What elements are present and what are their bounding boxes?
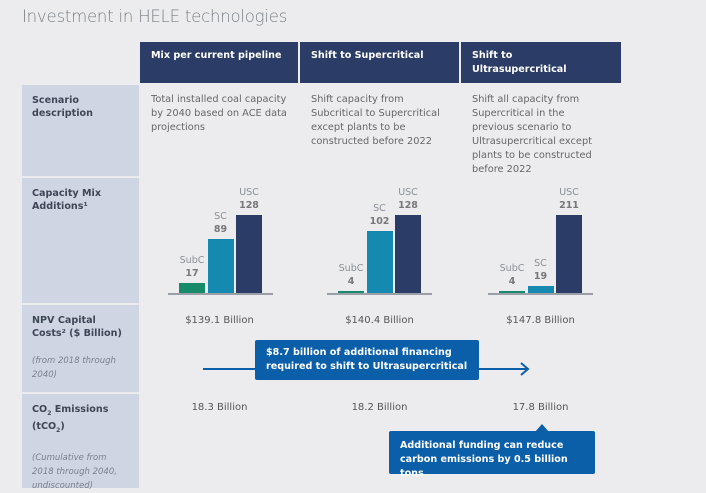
emissions-callout: Additional funding can reduce carbon emi… xyxy=(389,431,595,479)
column-header-supercritical: Shift to Supercritical xyxy=(300,42,459,83)
bar-category: SubC xyxy=(179,254,205,266)
bar-sc xyxy=(366,230,393,293)
arrow-head-icon xyxy=(520,362,530,376)
bar-subc xyxy=(499,291,525,293)
bar-value: 128 xyxy=(239,200,259,211)
bar-value: 89 xyxy=(213,223,228,235)
column-header-current: Mix per current pipeline xyxy=(140,42,298,83)
bar-label: SubC 4 xyxy=(494,262,530,288)
chart-axis xyxy=(168,293,273,295)
bar-value: 211 xyxy=(559,200,579,211)
scenario-desc-supercritical: Shift capacity from Subcritical to Super… xyxy=(311,94,440,147)
bar-category: USC xyxy=(398,187,418,198)
bar-label: SubC 17 xyxy=(174,254,210,280)
bar-category: SubC xyxy=(338,262,364,274)
bar-label: USC 128 xyxy=(231,186,267,212)
co2-unit-text: (tCO2) xyxy=(32,420,65,434)
callout-pointer-icon xyxy=(535,424,549,432)
npv-note: (from 2018 through 2040) xyxy=(32,356,116,380)
financing-callout: $8.7 billion of additional financing req… xyxy=(255,340,479,380)
scenario-desc-ultrasupercritical: Shift all capacity from Supercritical in… xyxy=(472,94,593,175)
co2-note: (Cumulative from 2018 through 2040, undi… xyxy=(32,452,117,491)
bar-category: USC xyxy=(239,187,259,198)
bar-value: 4 xyxy=(508,276,516,287)
row-label-scenario: Scenario description xyxy=(22,85,139,176)
bar-usc xyxy=(395,215,421,293)
row-label-capacity: Capacity Mix Additions¹ xyxy=(22,178,139,303)
bar-sc xyxy=(527,285,554,293)
co2-value-ultrasupercritical: 17.8 Billion xyxy=(512,402,569,413)
bar-category: SC xyxy=(534,257,547,269)
bar-value: 102 xyxy=(369,215,390,227)
bar-category: SC xyxy=(373,202,386,214)
npv-label-text: NPV Capital Costs² ($ Billion) xyxy=(32,315,122,339)
bar-subc xyxy=(179,282,205,293)
bar-category: SC xyxy=(214,210,227,222)
page-title: Investment in HELE technologies xyxy=(22,7,288,26)
chart-axis xyxy=(327,293,432,295)
bar-usc xyxy=(236,215,262,293)
bar-subc xyxy=(338,290,364,293)
chart-axis xyxy=(488,293,593,295)
bar-label: SubC 4 xyxy=(333,262,369,288)
bar-label: SC 89 xyxy=(203,210,239,236)
npv-value-supercritical: $140.4 Billion xyxy=(345,315,414,326)
bar-label: USC 128 xyxy=(390,186,426,212)
npv-value-current: $139.1 Billion xyxy=(185,315,254,326)
bar-category: SubC xyxy=(499,263,525,274)
co2-value-supercritical: 18.2 Billion xyxy=(351,402,408,413)
co2-label-text: CO2 Emissions xyxy=(32,404,109,417)
npv-value-ultrasupercritical: $147.8 Billion xyxy=(506,315,575,326)
bar-usc xyxy=(556,215,582,293)
row-label-npv: NPV Capital Costs² ($ Billion) (from 201… xyxy=(22,305,139,392)
bar-category: USC xyxy=(559,187,579,198)
row-label-co2: CO2 Emissions (tCO2) (Cumulative from 20… xyxy=(22,394,139,491)
bar-value: 4 xyxy=(347,275,355,287)
bar-value: 17 xyxy=(185,267,199,279)
bar-sc xyxy=(207,238,234,293)
bar-value: 128 xyxy=(398,200,418,211)
bar-value: 19 xyxy=(533,270,548,282)
bar-label: SC 19 xyxy=(523,257,559,283)
co2-value-current: 18.3 Billion xyxy=(191,402,248,413)
column-header-ultrasupercritical: Shift to Ultrasupercritical xyxy=(461,42,621,83)
scenario-desc-current: Total installed coal capacity by 2040 ba… xyxy=(151,94,287,133)
bar-label: USC 211 xyxy=(551,186,587,212)
bar-label: SC 102 xyxy=(362,202,398,228)
